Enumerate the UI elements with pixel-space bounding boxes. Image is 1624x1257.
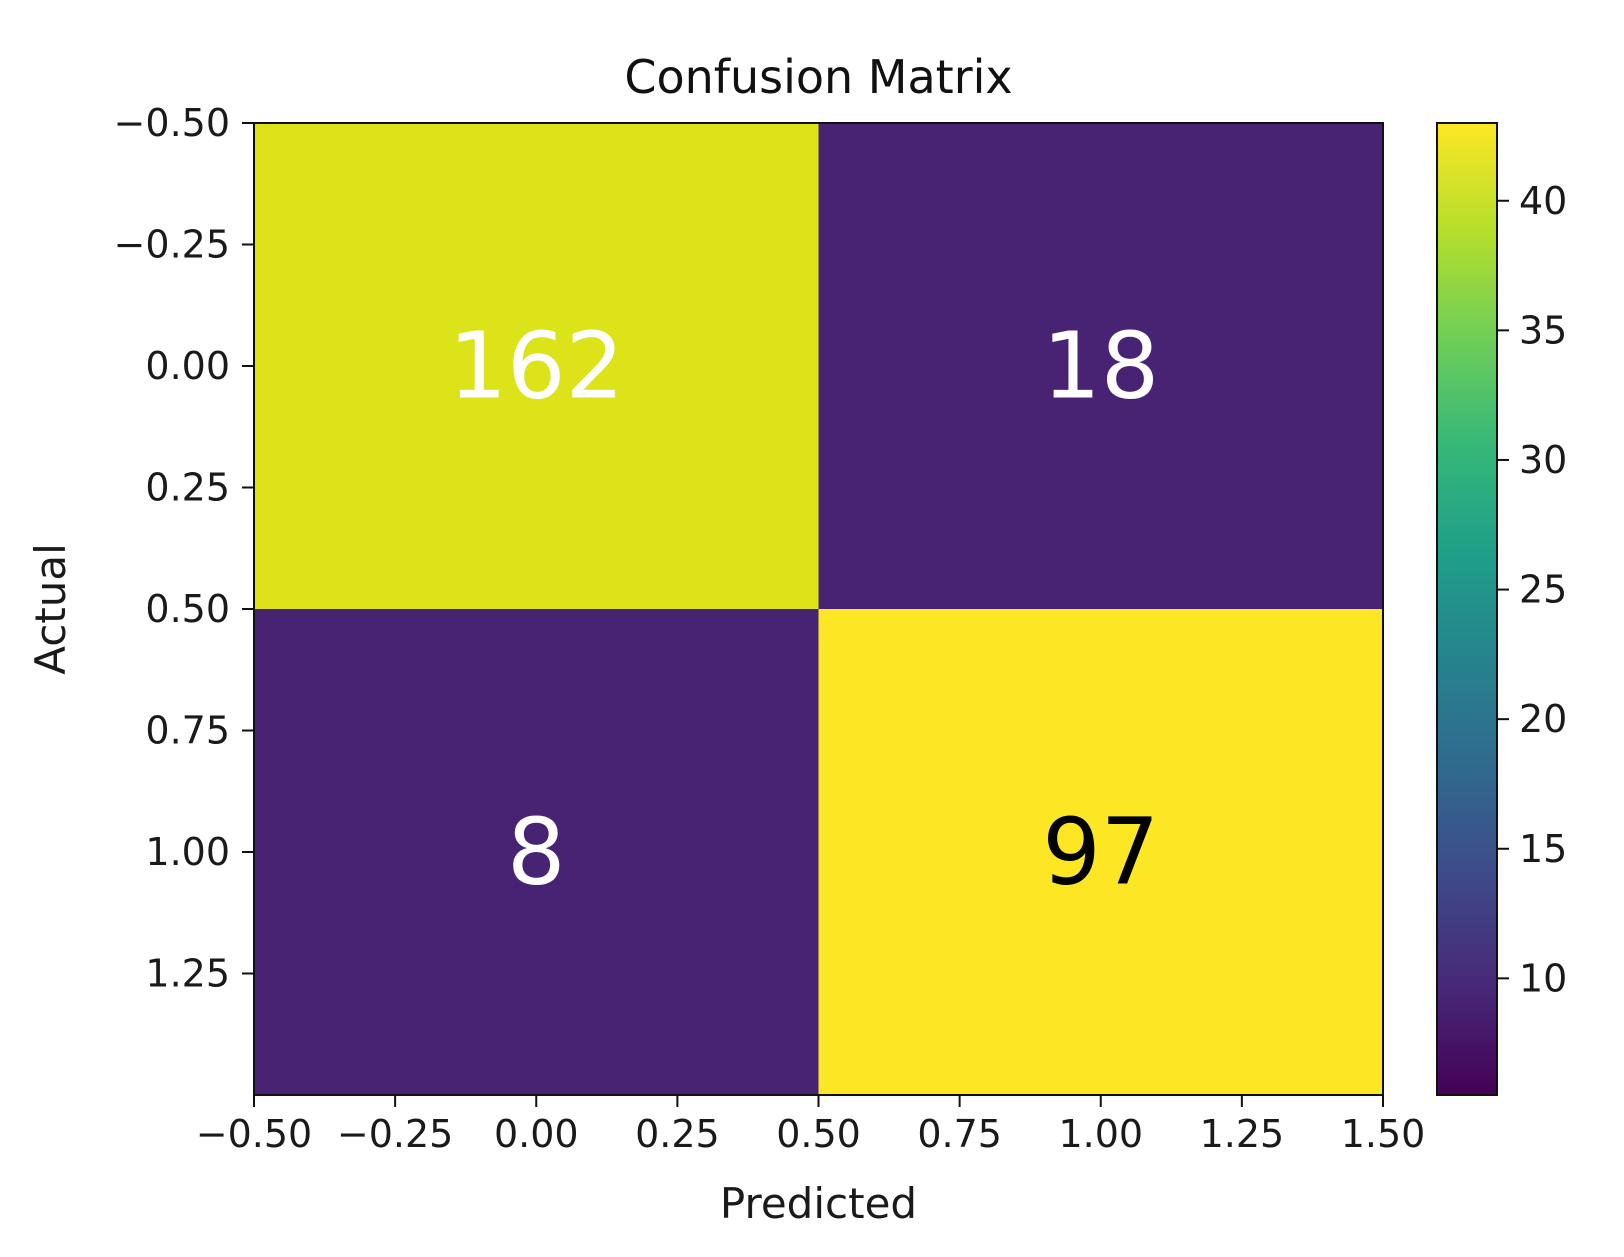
colorbar-tick-label: 20	[1519, 697, 1567, 741]
cell-value-label-1-0: 8	[507, 799, 566, 906]
cell-value-labels: 162 18 8 97	[448, 313, 1159, 906]
colorbar-tick-label: 25	[1519, 568, 1567, 612]
y-tick-label: 0.75	[145, 709, 230, 753]
heatmap-cell-1-0	[254, 609, 819, 1095]
y-tick-label: 0.00	[145, 344, 230, 388]
colorbar-tick-label: 15	[1519, 827, 1567, 871]
heatmap-cells	[254, 123, 1383, 1095]
x-axis-title: Predicted	[720, 1179, 917, 1228]
colorbar-tick-label: 10	[1519, 956, 1567, 1000]
y-tick-label: 0.50	[145, 587, 230, 631]
x-tick-label: 1.50	[1341, 1112, 1426, 1156]
y-axis-title: Actual	[26, 543, 75, 675]
x-tick-label: 1.25	[1200, 1112, 1285, 1156]
cell-value-label-0-1: 18	[1042, 313, 1159, 420]
x-tick-label: 1.00	[1058, 1112, 1143, 1156]
cell-value-label-1-1: 97	[1042, 799, 1159, 906]
y-tick-label: 1.25	[145, 952, 230, 996]
chart-title: Confusion Matrix	[624, 50, 1012, 104]
colorbar-tick-label: 35	[1519, 308, 1567, 352]
y-tick-label: −0.50	[114, 101, 230, 145]
x-tick-label: 0.75	[917, 1112, 1002, 1156]
colorbar-tick-label: 40	[1519, 179, 1567, 223]
x-tick-label: −0.25	[337, 1112, 453, 1156]
y-tick-label: 1.00	[145, 830, 230, 874]
y-tick-label: −0.25	[114, 223, 230, 267]
x-tick-label: −0.50	[196, 1112, 312, 1156]
heatmap-cell-1-1	[818, 609, 1383, 1095]
cell-value-label-0-0: 162	[448, 313, 624, 420]
x-tick-label: 0.50	[776, 1112, 861, 1156]
colorbar-gradient	[1436, 122, 1498, 1096]
heatmap-cell-0-1	[818, 123, 1383, 609]
x-tick-label: 0.00	[494, 1112, 579, 1156]
x-tick-label: 0.25	[635, 1112, 720, 1156]
colorbar: 10 15 20 25 30 35 40	[1436, 122, 1567, 1096]
heatmap-cell-0-0	[254, 123, 819, 609]
colorbar-tick-label: 30	[1519, 438, 1567, 482]
x-axis: −0.50 −0.25 0.00 0.25 0.50 0.75 1.00 1.25 1.50	[196, 1095, 1426, 1156]
y-tick-label: 0.25	[145, 466, 230, 510]
y-axis: −0.50 −0.25 0.00 0.25 0.50 0.75 1.00 1.25	[114, 101, 254, 996]
